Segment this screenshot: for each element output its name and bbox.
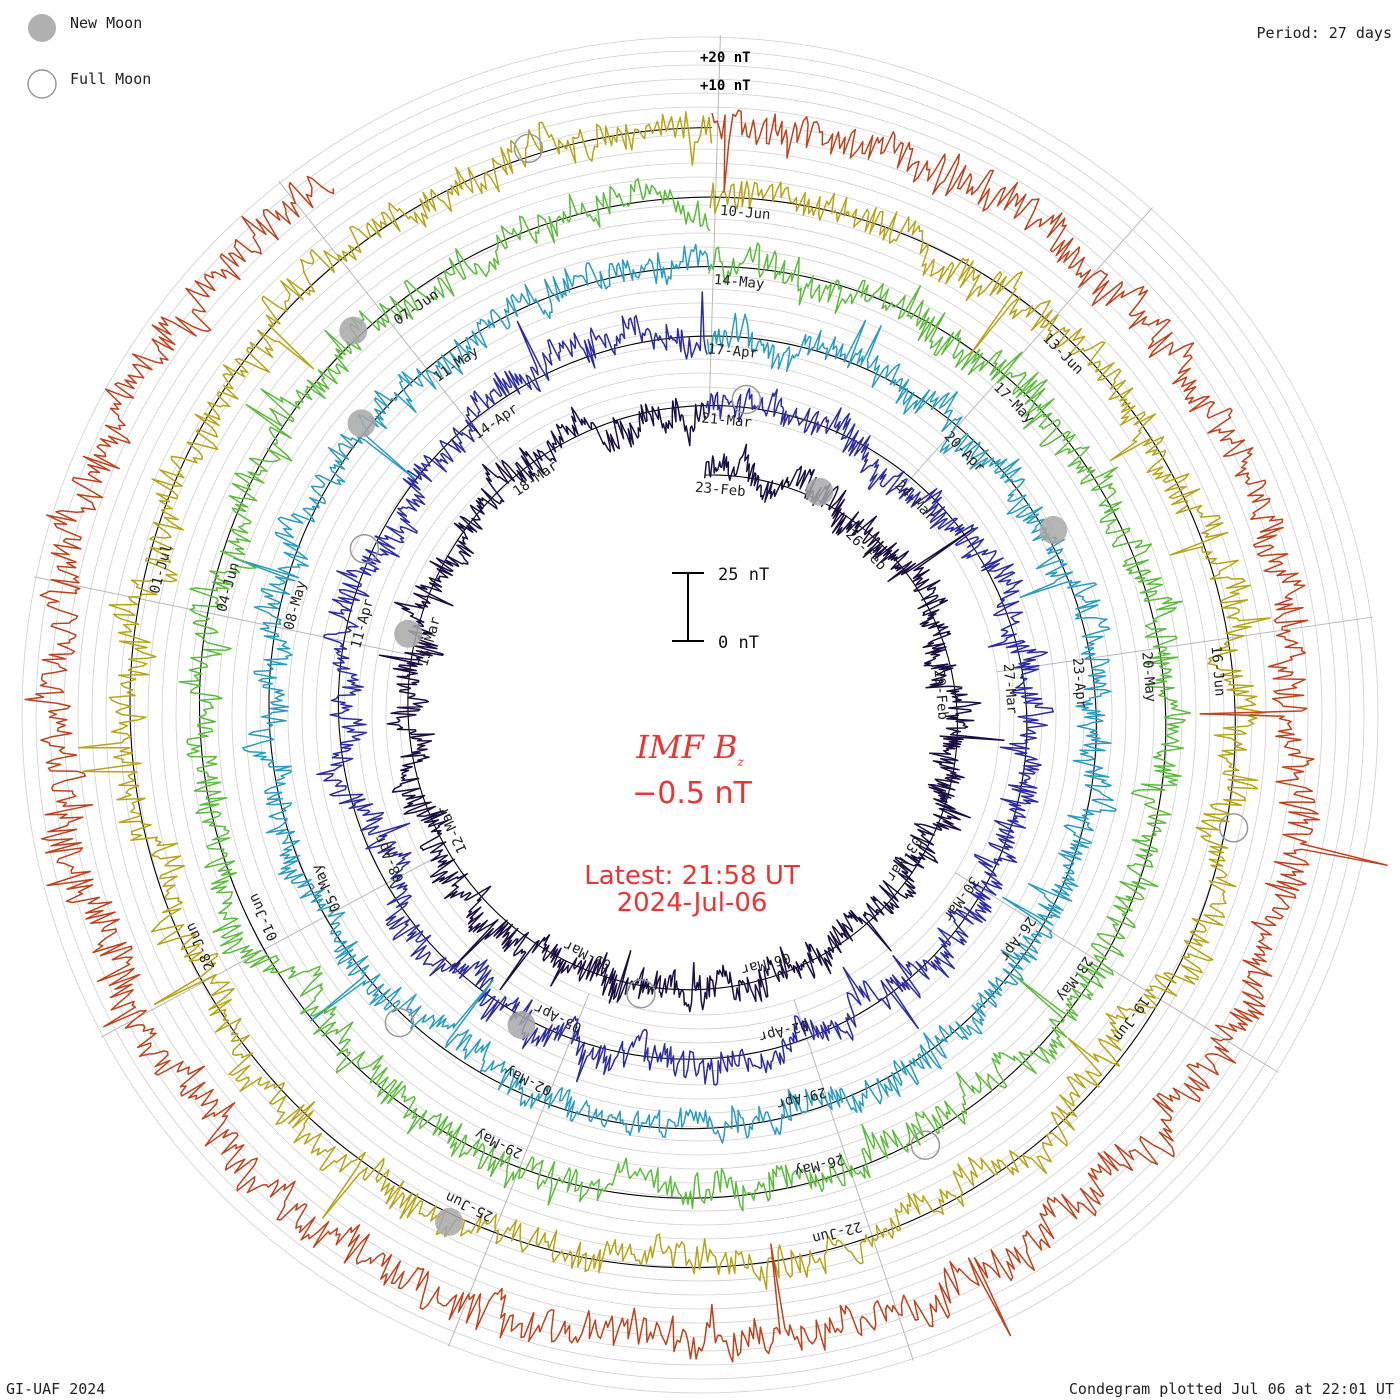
series-line-3 [233, 243, 1117, 1144]
scale-top-label: 25 nT [718, 565, 769, 585]
legend-new-moon: New Moon [70, 14, 142, 32]
zero-reference-5 [129, 127, 1236, 1269]
grid-ring [385, 400, 1015, 1030]
new-moon-marker [339, 316, 368, 345]
grid-ring [21, 36, 1379, 1394]
zero-reference-2 [337, 335, 1028, 1060]
scale-bar: 25 nT 0 nT [672, 565, 769, 653]
full-moon-icon [27, 69, 57, 99]
legend-full-moon: Full Moon [70, 70, 151, 88]
date-label-10-Jun: 10-Jun [719, 203, 771, 224]
legend: New Moon Full Moon [27, 14, 151, 99]
series-line-6 [24, 109, 1388, 1363]
grid-ring [91, 106, 1309, 1324]
grid-ring [287, 302, 1113, 1128]
latest-time: Latest: 21:58 UT [584, 861, 800, 891]
zero-reference-1 [407, 405, 958, 991]
ref-label-10: +10 nT [700, 78, 751, 94]
grid-ring [357, 372, 1043, 1058]
date-label-23-Apr: 23-Apr [1069, 657, 1089, 709]
grid-ring [343, 358, 1057, 1072]
new-moon-icon [28, 14, 56, 42]
reference-circles [129, 127, 1236, 1269]
date-label-14-Apr: 14-Apr [471, 401, 522, 443]
new-moon-marker [435, 1207, 463, 1236]
grid-ring [189, 204, 1211, 1226]
new-moon-marker [394, 619, 423, 648]
current-value: −0.5 nT [632, 776, 752, 811]
latest-date: 2024-Jul-06 [617, 888, 768, 918]
date-label-14-May: 14-May [713, 272, 765, 293]
grid-ring [231, 246, 1169, 1184]
grid-ring [119, 134, 1281, 1296]
series-group [24, 109, 1388, 1363]
date-label-12-Mar: 12-Mar [435, 803, 471, 856]
grid-ring [105, 120, 1295, 1310]
full-moon-marker [513, 133, 544, 164]
footer-credit: GI-UAF 2024 [6, 1380, 105, 1398]
moon-markers [339, 133, 1249, 1236]
date-label-16-Jun: 16-Jun [1207, 645, 1227, 697]
date-label-28-Jun: 28-Jun [183, 920, 219, 973]
date-spoke [899, 207, 1153, 492]
date-label-23-Feb: 23-Feb [694, 480, 746, 501]
scale-bottom-label: 0 nT [718, 633, 759, 653]
chart-title: IMF Bz [635, 728, 744, 769]
grid-ring [315, 330, 1085, 1100]
series-line-5 [77, 111, 1271, 1291]
date-spoke [793, 999, 914, 1361]
zero-reference-3 [268, 266, 1097, 1130]
full-moon-marker [910, 1130, 941, 1160]
full-moon-marker [384, 1007, 415, 1038]
date-label-01-Jun: 01-Jun [246, 891, 282, 944]
zero-reference-4 [198, 196, 1167, 1199]
date-spoke [996, 616, 1373, 673]
ref-label-20: +20 nT [700, 50, 751, 66]
date-label-24-Mar: 24-Mar [892, 478, 939, 525]
chart-title-main: IMF B [635, 728, 737, 766]
new-moon-marker [805, 477, 834, 506]
date-label-20-May: 20-May [1138, 651, 1158, 703]
full-moon-marker [626, 978, 656, 1009]
grid-ring [63, 78, 1337, 1352]
date-spoke [100, 856, 437, 1038]
date-label-07-Jun: 07-Jun [391, 287, 442, 329]
series-line-4 [178, 177, 1192, 1212]
period-label: Period: 27 days [1257, 24, 1392, 42]
full-moon-marker [349, 534, 380, 564]
new-moon-marker [1039, 515, 1068, 544]
series-line-1 [378, 397, 1005, 1013]
grid-ring [77, 92, 1323, 1338]
full-moon-marker [1218, 813, 1249, 843]
grid-ring [147, 162, 1253, 1268]
date-label-02-May: 02-May [502, 1062, 555, 1098]
date-label-27-Mar: 27-Mar [1000, 663, 1020, 715]
footer-plotted: Condegram plotted Jul 06 at 22:01 UT [1069, 1380, 1394, 1398]
full-moon-marker [731, 384, 762, 415]
grid-ring [49, 64, 1351, 1366]
date-label-29-Feb: 29-Feb [930, 669, 950, 721]
new-moon-marker [507, 1011, 536, 1039]
grid-ring [245, 260, 1155, 1170]
grid-ring [259, 274, 1141, 1156]
series-line-2 [316, 291, 1055, 1086]
grid-ring [35, 50, 1365, 1380]
grid-ring [371, 386, 1029, 1044]
date-label-21-Mar: 21-Mar [701, 410, 753, 431]
new-moon-marker [347, 409, 376, 438]
date-label-17-Apr: 17-Apr [707, 341, 759, 362]
grid-ring [273, 288, 1127, 1142]
chart-title-sub: z [736, 755, 744, 769]
